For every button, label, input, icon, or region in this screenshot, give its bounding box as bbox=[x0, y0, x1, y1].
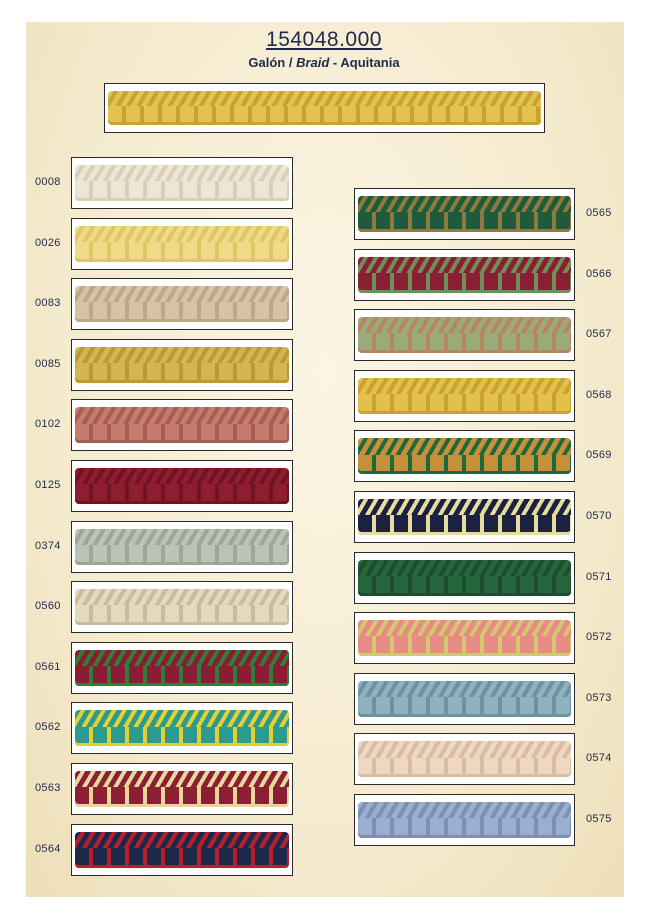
braid-swatch-0570 bbox=[354, 491, 575, 543]
color-code-label: 0560 bbox=[35, 600, 61, 613]
color-code-label: 0569 bbox=[586, 449, 612, 462]
braid-swatch-0026 bbox=[71, 217, 293, 270]
braid-swatch-0566 bbox=[354, 248, 575, 301]
braid-image bbox=[358, 256, 571, 293]
color-code-label: 0374 bbox=[35, 539, 61, 552]
braid-swatch-0102 bbox=[71, 399, 293, 452]
braid-image bbox=[358, 620, 571, 657]
braid-image bbox=[75, 225, 289, 262]
braid-image bbox=[358, 741, 571, 778]
braid-image bbox=[75, 165, 289, 201]
name-spanish: Galón / bbox=[248, 55, 297, 70]
braid-image bbox=[358, 196, 571, 232]
braid-image bbox=[75, 528, 289, 565]
color-code-label: 0083 bbox=[35, 297, 61, 310]
braid-image bbox=[75, 286, 289, 323]
braid-swatch-0569 bbox=[354, 430, 575, 483]
braid-swatch-0565 bbox=[354, 188, 575, 240]
braid-image bbox=[75, 589, 289, 626]
color-code-label: 0085 bbox=[35, 357, 61, 370]
color-code-label: 0565 bbox=[586, 207, 612, 219]
color-code-label: 0573 bbox=[586, 691, 612, 704]
braid-image bbox=[358, 438, 571, 475]
braid-swatch-0568 bbox=[354, 369, 575, 422]
color-code-label: 0566 bbox=[586, 267, 612, 280]
braid-image bbox=[75, 649, 289, 686]
braid-swatch-0574 bbox=[354, 733, 575, 786]
color-code-label: 0561 bbox=[35, 660, 61, 673]
braid-image bbox=[75, 710, 289, 747]
braid-swatch-0125 bbox=[71, 460, 293, 512]
color-code-label: 0572 bbox=[586, 631, 612, 644]
braid-swatch-0560 bbox=[71, 581, 293, 634]
braid-swatch-0562 bbox=[71, 702, 293, 755]
color-code-label: 0567 bbox=[586, 328, 612, 341]
collection-name: - Aquitania bbox=[329, 55, 400, 70]
braid-swatch-0563 bbox=[71, 763, 293, 815]
braid-swatch-0575 bbox=[354, 794, 575, 846]
color-code-label: 0571 bbox=[586, 570, 612, 583]
braid-image bbox=[358, 317, 571, 354]
color-code-label: 0125 bbox=[35, 479, 61, 491]
color-code-label: 0563 bbox=[35, 782, 61, 794]
color-code-label: 0026 bbox=[35, 236, 61, 249]
braid-image bbox=[75, 831, 289, 868]
hero-braid-swatch bbox=[104, 83, 545, 133]
braid-swatch-0085 bbox=[71, 338, 293, 391]
product-code-title: 154048.000 bbox=[266, 28, 382, 51]
braid-swatch-0564 bbox=[71, 823, 293, 876]
color-code-label: 0570 bbox=[586, 510, 612, 522]
color-code-label: 0574 bbox=[586, 752, 612, 765]
braid-image bbox=[75, 771, 289, 807]
braid-image bbox=[75, 468, 289, 504]
braid-image bbox=[358, 499, 571, 535]
braid-image bbox=[75, 407, 289, 444]
braid-image bbox=[358, 802, 571, 838]
color-code-label: 0008 bbox=[35, 176, 61, 188]
color-code-label: 0564 bbox=[35, 842, 61, 855]
braid-swatch-0571 bbox=[354, 551, 575, 604]
braid-swatch-0567 bbox=[354, 309, 575, 362]
braid-image bbox=[358, 559, 571, 596]
braid-image bbox=[75, 346, 289, 383]
color-code-label: 0102 bbox=[35, 418, 61, 431]
braid-image bbox=[358, 680, 571, 717]
braid-swatch-0374 bbox=[71, 520, 293, 573]
braid-swatch-0572 bbox=[354, 612, 575, 665]
braid-image bbox=[358, 377, 571, 414]
braid-swatch-0083 bbox=[71, 278, 293, 331]
product-subtitle: Galón / Braid - Aquitania bbox=[0, 55, 648, 70]
hero-braid-image bbox=[108, 91, 541, 125]
color-code-label: 0568 bbox=[586, 388, 612, 401]
color-code-label: 0575 bbox=[586, 813, 612, 825]
braid-swatch-0573 bbox=[354, 672, 575, 725]
color-code-label: 0562 bbox=[35, 721, 61, 734]
braid-swatch-0561 bbox=[71, 641, 293, 694]
braid-swatch-0008 bbox=[71, 157, 293, 209]
name-english: Braid bbox=[296, 55, 330, 70]
